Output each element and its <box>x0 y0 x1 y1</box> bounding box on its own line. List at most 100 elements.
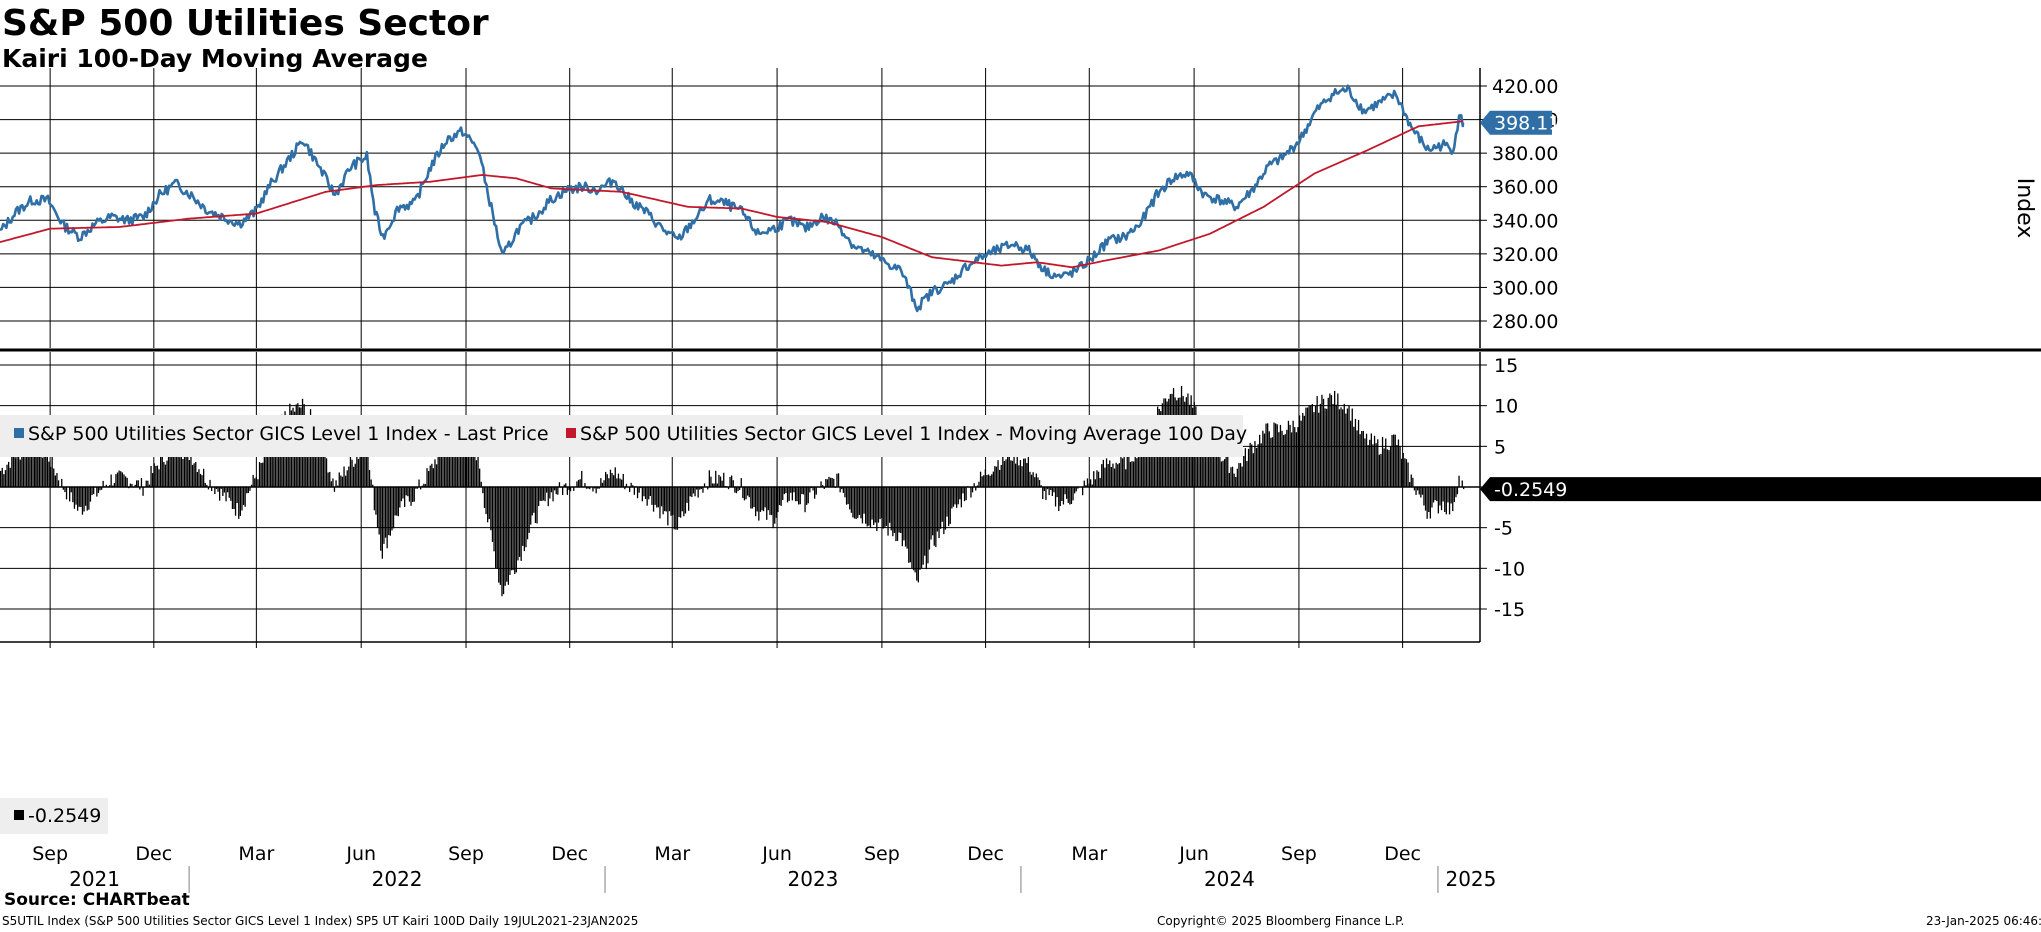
kairi-bar <box>453 433 455 487</box>
kairi-bar <box>901 487 903 547</box>
kairi-bar <box>933 487 935 546</box>
kairi-bar <box>622 473 624 487</box>
kairi-bar <box>1141 435 1143 487</box>
kairi-bar <box>1362 430 1364 487</box>
kairi-bar <box>1306 407 1309 487</box>
kairi-bar <box>770 487 773 516</box>
kairi-bar <box>147 480 149 487</box>
kairi-bar <box>638 487 640 493</box>
kairi-bar <box>614 467 616 487</box>
legend-label-last-price: S&P 500 Utilities Sector GICS Level 1 In… <box>28 423 549 445</box>
kairi-bar <box>238 487 240 519</box>
kairi-bar <box>1259 434 1261 487</box>
kairi-bar <box>166 460 168 487</box>
kairi-bar <box>413 487 415 502</box>
kairi-bar <box>1027 455 1029 487</box>
kairi-bar <box>329 471 331 487</box>
kairi-bar <box>112 485 114 487</box>
kairi-bar <box>373 487 375 511</box>
kairi-bar <box>1147 433 1149 487</box>
kairi-bar <box>1112 463 1114 487</box>
kairi-bar <box>83 487 85 512</box>
kairi-bar <box>1005 459 1007 487</box>
kairi-bar <box>1369 439 1371 487</box>
kairi-bar <box>959 487 961 500</box>
kairi-bar <box>967 486 969 487</box>
kairi-bar <box>778 487 781 506</box>
kairi-bar <box>1113 468 1116 487</box>
kairi-bar <box>70 487 72 493</box>
kairi-bar <box>1062 487 1065 505</box>
kairi-bar <box>1 467 3 487</box>
kairi-bar <box>979 471 982 487</box>
kairi-bar <box>1217 457 1219 487</box>
kairi-bar <box>711 483 714 487</box>
kairi-bar <box>496 487 498 569</box>
kairi-bar <box>1412 477 1414 487</box>
kairi-bar <box>376 487 379 528</box>
kairi-bar <box>252 474 254 487</box>
kairi-bar <box>973 483 975 487</box>
kairi-bar <box>664 487 666 512</box>
kairi-bar <box>160 455 162 487</box>
kairi-bar <box>88 487 90 510</box>
kairi-bar <box>1093 471 1095 487</box>
kairi-bar <box>18 450 20 487</box>
kairi-bar <box>263 452 265 487</box>
kairi-bar <box>542 487 545 501</box>
kairi-bar <box>885 487 888 527</box>
kairi-bar <box>499 487 501 585</box>
kairi-bar <box>1356 430 1358 487</box>
kairi-bar <box>541 487 543 502</box>
kairi-bar <box>1335 404 1337 487</box>
kairi-bar <box>273 439 275 487</box>
kairi-bar <box>989 475 991 487</box>
kairi-bar <box>1231 466 1234 487</box>
kairi-bar <box>657 487 659 508</box>
kairi-bar <box>924 487 926 556</box>
kairi-bar <box>86 487 88 511</box>
kairi-bar <box>1283 434 1285 487</box>
kairi-bar <box>65 487 68 500</box>
kairi-bar <box>1142 435 1144 487</box>
kairi-bar <box>815 487 817 495</box>
kairi-bar <box>522 487 524 546</box>
kairi-bar <box>466 435 468 487</box>
kairi-bar <box>1357 419 1360 487</box>
kairi-bar <box>987 474 990 487</box>
kairi-bar <box>1040 485 1042 487</box>
kairi-bar <box>217 487 219 492</box>
kairi-bar <box>359 454 361 487</box>
kairi-bar <box>597 487 599 489</box>
kairi-bar <box>1279 424 1282 487</box>
kairi-bar <box>48 461 50 487</box>
kairi-bar <box>621 479 623 487</box>
kairi-bar <box>207 487 210 490</box>
kairi-bar <box>1294 427 1296 487</box>
kairi-bar <box>847 487 849 505</box>
kairi-bar <box>175 441 178 487</box>
kairi-bar <box>1405 459 1408 487</box>
kairi-bar <box>1128 449 1130 487</box>
kairi-bar <box>1144 443 1146 487</box>
kairi-bar <box>590 486 592 488</box>
kairi-bar <box>617 473 620 487</box>
kairi-bar <box>1377 439 1379 487</box>
kairi-bar <box>748 487 750 498</box>
kairi-bar <box>121 472 123 487</box>
kairi-bar <box>397 487 399 517</box>
kairi-bar <box>853 487 856 519</box>
kairi-bar <box>107 486 109 487</box>
kairi-bar <box>919 487 921 570</box>
kairi-bar <box>793 487 795 493</box>
kairi-bar <box>357 458 360 487</box>
kairi-bar <box>104 486 106 487</box>
kairi-bar <box>1393 434 1395 487</box>
kairi-bar <box>1413 487 1416 491</box>
footer-copyright: Copyright© 2025 Bloomberg Finance L.P. <box>1157 914 1405 928</box>
kairi-bar <box>739 487 741 490</box>
kairi-bar <box>858 487 860 515</box>
kairi-bar <box>557 487 559 495</box>
kairi-bar <box>62 487 64 490</box>
kairi-bar <box>1072 487 1074 501</box>
